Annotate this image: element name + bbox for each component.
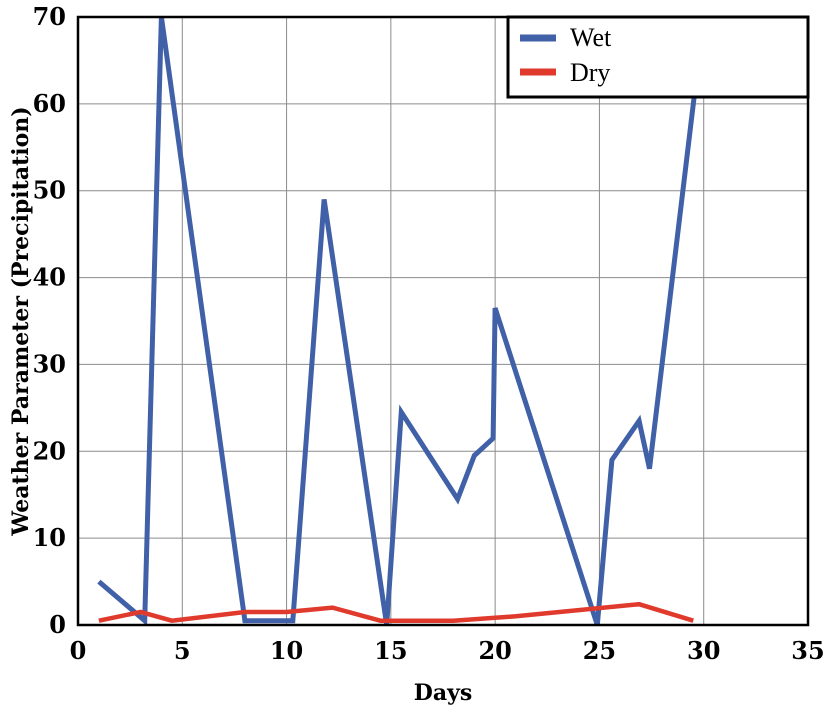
- legend-label-dry: Dry: [570, 58, 610, 87]
- legend: Wet Dry: [506, 15, 810, 99]
- x-tick-label: 10: [270, 636, 303, 665]
- x-tick-label: 25: [583, 636, 616, 665]
- x-tick-label: 15: [374, 636, 407, 665]
- x-tick-label: 35: [791, 636, 824, 665]
- legend-label-wet: Wet: [570, 23, 612, 52]
- y-tick-label: 0: [49, 610, 66, 639]
- grid-lines: [77, 16, 809, 626]
- series-line-dry: [98, 601, 694, 623]
- y-tick-label: 10: [33, 523, 66, 552]
- y-tick-label: 70: [33, 2, 66, 31]
- y-tick-label: 20: [33, 436, 66, 465]
- x-tick-label: 30: [687, 636, 720, 665]
- legend-box: [506, 15, 810, 99]
- series-line-wet: [97, 16, 698, 626]
- x-axis-title: Days: [414, 680, 473, 706]
- y-tick-label: 30: [33, 349, 66, 378]
- plot-frame: [76, 15, 810, 627]
- y-tick-label: 40: [33, 263, 66, 292]
- y-tick-label: 50: [33, 176, 66, 205]
- x-tick-label: 0: [70, 636, 87, 665]
- series-lines: [97, 16, 698, 626]
- x-tick-labels: 0 5 10 15 20 25 30 35: [70, 636, 825, 665]
- x-tick-label: 20: [478, 636, 511, 665]
- x-tick-label: 5: [174, 636, 191, 665]
- y-tick-label: 60: [33, 89, 66, 118]
- y-axis-title: Weather Parameter (Precipitation): [8, 106, 34, 536]
- y-tick-labels: 0 10 20 30 40 50 60 70: [33, 2, 66, 639]
